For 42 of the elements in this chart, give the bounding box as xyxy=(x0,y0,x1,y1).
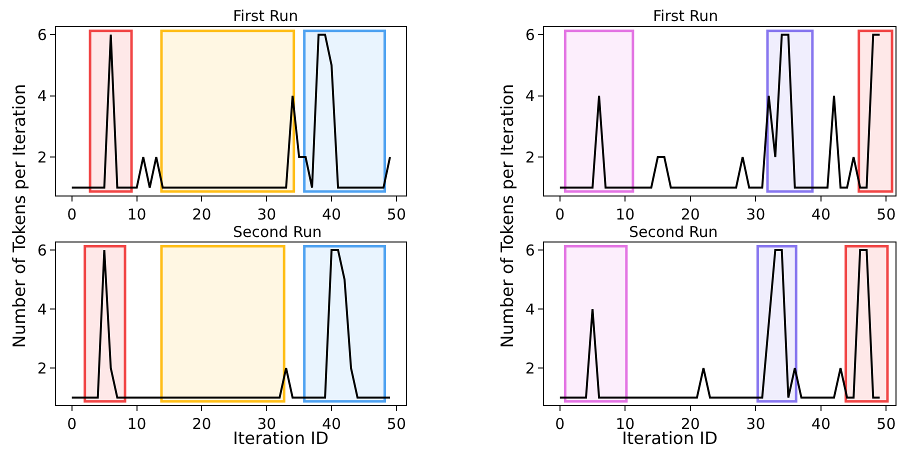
line-series xyxy=(558,34,881,189)
y-tick-label: 2 xyxy=(525,359,535,378)
chart-title: Second Run xyxy=(629,223,718,241)
x-tick-label: 40 xyxy=(811,205,831,224)
x-tick-label: 50 xyxy=(876,415,896,433)
y-tick-label: 2 xyxy=(525,148,535,166)
chart-title: Second Run xyxy=(233,223,322,241)
x-tick-label: 50 xyxy=(386,205,406,224)
x-tick-label: 0 xyxy=(555,415,565,433)
y-tick-label: 4 xyxy=(525,300,535,318)
y-tick-label: 2 xyxy=(37,359,47,378)
y-tick-label: 4 xyxy=(37,300,47,318)
chart-title: First Run xyxy=(233,7,298,25)
x-tick-label: 30 xyxy=(257,205,276,224)
y-tick-label: 4 xyxy=(525,87,535,106)
y-tick-label: 4 xyxy=(37,87,47,106)
y-axis-title: Number of Tokens per Iteration xyxy=(10,84,30,348)
x-tick-label: 50 xyxy=(386,415,406,433)
x-tick-label: 0 xyxy=(67,415,77,433)
x-tick-label: 10 xyxy=(616,205,635,224)
x-tick-label: 20 xyxy=(192,415,212,433)
y-tick-label: 6 xyxy=(37,241,47,260)
x-tick-label: 10 xyxy=(127,205,146,224)
y-tick-label: 6 xyxy=(525,241,535,260)
y-tick-label: 6 xyxy=(525,26,535,44)
x-tick-label: 40 xyxy=(322,205,342,224)
x-tick-label: 20 xyxy=(192,205,212,224)
line-series xyxy=(70,34,391,189)
x-tick-label: 20 xyxy=(680,205,700,224)
y-tick-label: 2 xyxy=(37,148,47,166)
y-tick-label: 6 xyxy=(37,26,47,44)
line-series xyxy=(70,249,391,399)
x-tick-label: 10 xyxy=(127,415,146,433)
x-tick-label: 0 xyxy=(67,205,77,224)
x-tick-label: 40 xyxy=(811,415,831,433)
x-tick-label: 50 xyxy=(876,205,896,224)
line-series xyxy=(558,249,881,399)
x-tick-label: 0 xyxy=(555,205,565,224)
x-tick-label: 30 xyxy=(746,415,766,433)
x-tick-label: 30 xyxy=(746,205,766,224)
chart-title: First Run xyxy=(653,7,718,25)
y-axis-title: Number of Tokens per Iteration xyxy=(498,84,518,348)
